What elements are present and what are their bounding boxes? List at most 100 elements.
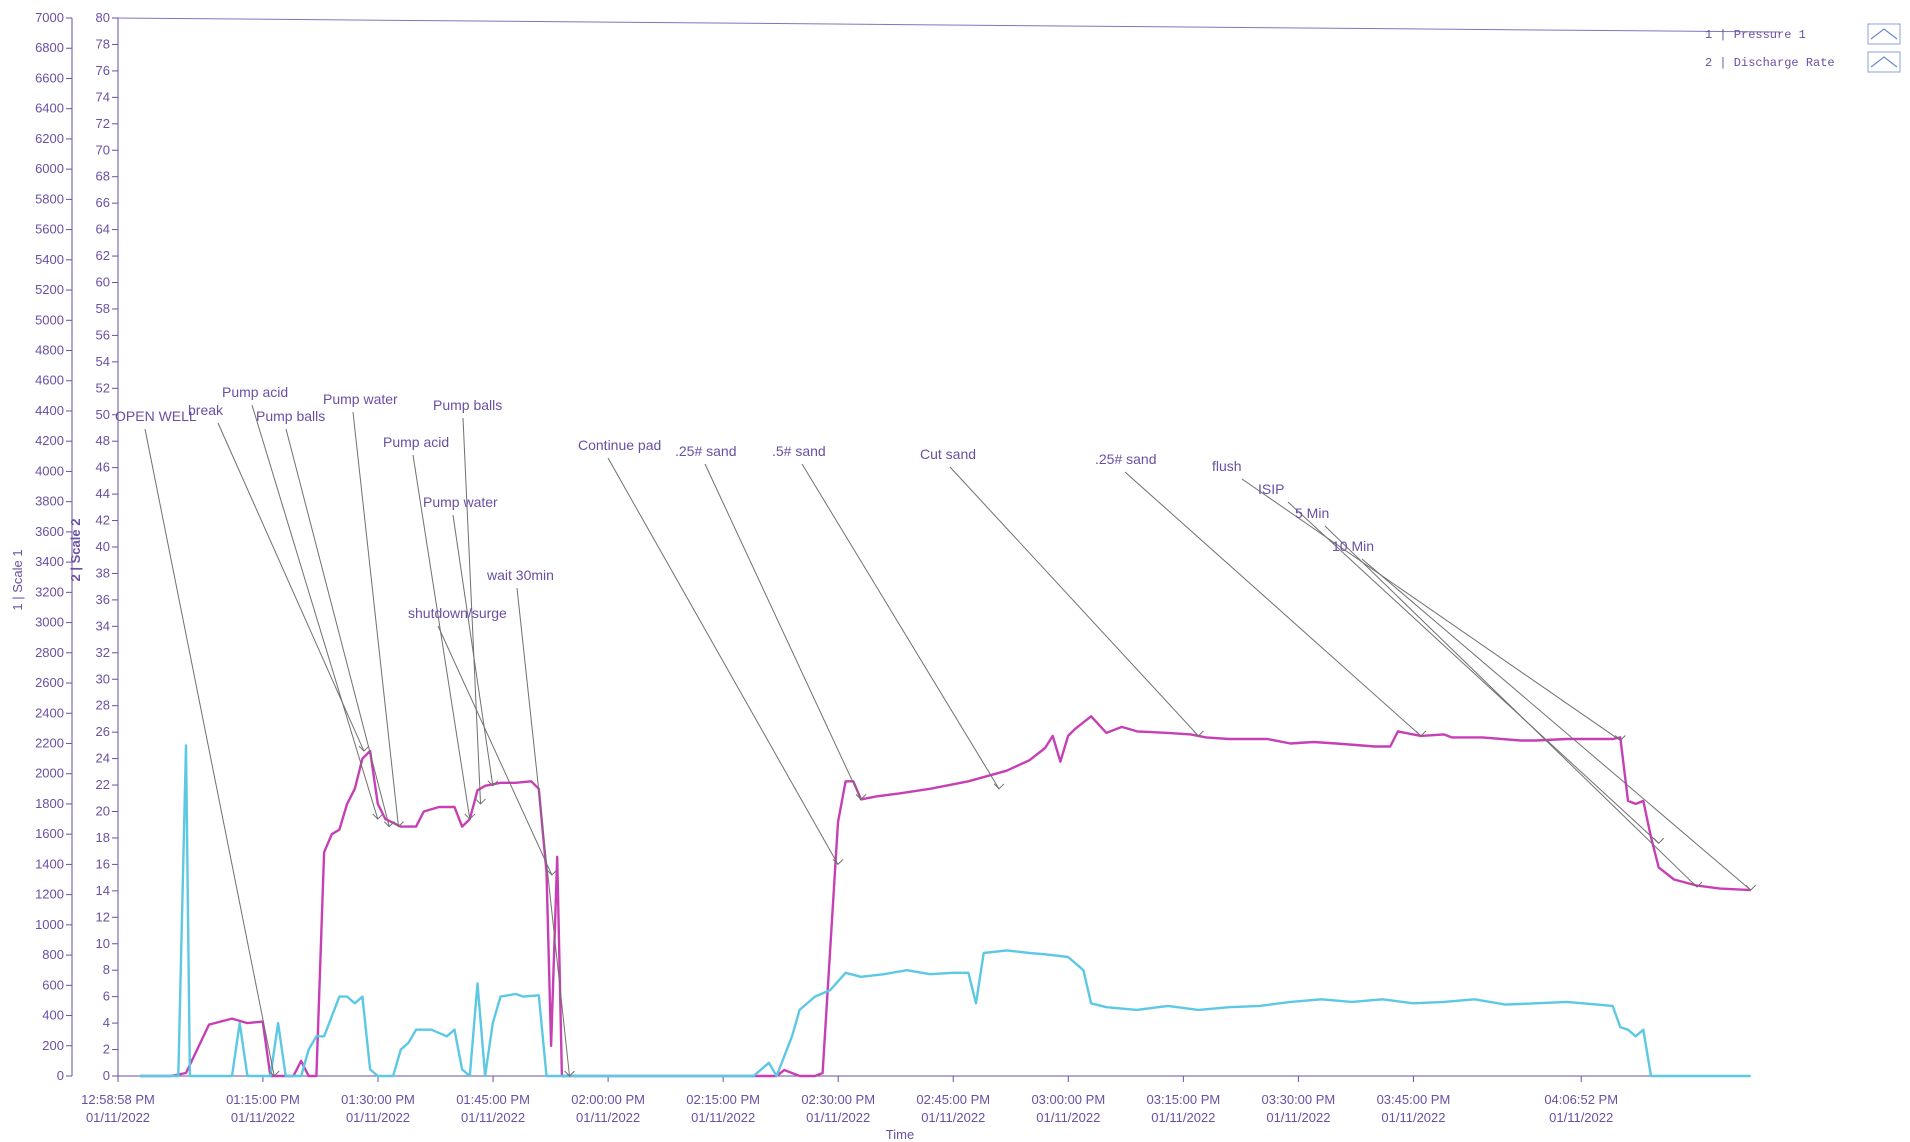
y2-tick-label: 4 — [103, 1015, 110, 1030]
y2-tick-label: 14 — [96, 883, 110, 898]
y1-tick-label: 5000 — [35, 312, 64, 327]
annotation-arrowhead — [993, 783, 1005, 790]
series-layer — [140, 715, 1751, 1078]
annotation-label: .25# sand — [1095, 451, 1157, 467]
annotation-label: Pump water — [323, 391, 398, 407]
y1-tick-label: 5400 — [35, 252, 64, 267]
annotation-label: Cut sand — [920, 446, 976, 462]
annotation-leader — [144, 428, 275, 1077]
y2-tick-label: 34 — [96, 618, 110, 633]
annotation-leader — [251, 404, 379, 820]
y1-tick-label: 1000 — [35, 917, 64, 932]
chevron-up-icon — [1870, 28, 1898, 40]
x-tick-date: 01/11/2022 — [86, 1110, 150, 1125]
pressure-series-line — [140, 715, 1751, 1078]
y2-tick-label: 54 — [96, 354, 110, 369]
annotation-label: Pump balls — [433, 397, 502, 413]
y1-tick-label: 600 — [42, 977, 64, 992]
y2-tick-label: 56 — [96, 327, 110, 342]
y1-tick-label: 3200 — [35, 584, 64, 599]
x-tick-time: 03:15:00 PM — [1146, 1092, 1220, 1107]
annotation-arrowhead — [383, 821, 395, 828]
y1-tick-label: 800 — [42, 947, 64, 962]
y2-axis-title: 2 | Scale 2 — [68, 519, 83, 582]
annotation-label: 10 Min — [1332, 538, 1374, 554]
annotation-arrowhead — [564, 1070, 575, 1077]
x-tick-date: 01/11/2022 — [576, 1110, 640, 1125]
legend-expand-icon — [1867, 23, 1901, 45]
y2-tick-label: 46 — [96, 460, 110, 475]
annotation-leader — [452, 514, 494, 786]
x-tick-time: 01:30:00 PM — [341, 1092, 415, 1107]
y1-tick-label: 200 — [42, 1038, 64, 1053]
y1-tick-label: 4600 — [35, 373, 64, 388]
legend-expand-icon — [1867, 51, 1901, 73]
annotation-arrowhead — [1745, 884, 1757, 891]
y2-tick-label: 66 — [96, 195, 110, 210]
annotation-leader — [516, 587, 571, 1077]
y1-tick-label: 3600 — [35, 524, 64, 539]
annotation-arrowhead — [832, 859, 844, 866]
annotation-leader — [285, 428, 390, 827]
y2-tick-label: 32 — [96, 645, 110, 660]
annotation-label: shutdown/surge — [408, 605, 507, 621]
y2-tick-label: 62 — [96, 248, 110, 263]
chevron-up-icon — [1870, 56, 1898, 68]
x-tick-time: 04:06:52 PM — [1544, 1092, 1618, 1107]
annotation-leader — [1287, 501, 1659, 844]
x-tick-date: 01/11/2022 — [461, 1110, 525, 1125]
y2-tick-label: 72 — [96, 116, 110, 131]
y2-tick-label: 30 — [96, 671, 110, 686]
x-tick-date: 01/11/2022 — [1266, 1110, 1330, 1125]
y1-tick-label: 6200 — [35, 131, 64, 146]
y2-tick-label: 42 — [96, 513, 110, 528]
x-tick-date: 01/11/2022 — [231, 1110, 295, 1125]
x-tick-time: 02:15:00 PM — [686, 1092, 760, 1107]
y2-tick-label: 64 — [96, 222, 110, 237]
annotation-arrowhead — [546, 869, 558, 876]
annotation-leader — [352, 411, 399, 827]
y1-tick-label: 1400 — [35, 856, 64, 871]
annotation-leader — [1124, 471, 1422, 737]
y1-tick-label: 2000 — [35, 766, 64, 781]
x-tick-date: 01/11/2022 — [691, 1110, 755, 1125]
x-tick-date: 01/11/2022 — [921, 1110, 985, 1125]
y1-tick-label: 3800 — [35, 494, 64, 509]
legend[interactable]: 1 | Pressure 1 2 | Discharge Rate — [1705, 23, 1901, 73]
annotation-arrowhead — [487, 780, 499, 787]
annotation-arrowhead — [1193, 730, 1204, 737]
x-axis: 12:58:58 PM 01/11/2022 01:15:00 PM 01/11/20… — [81, 1075, 1700, 1125]
y2-tick-label: 74 — [96, 89, 110, 104]
annotation-label: Continue pad — [578, 437, 661, 453]
y2-tick-label: 24 — [96, 751, 110, 766]
y2-tick-label: 8 — [103, 962, 110, 977]
y2-tick-label: 76 — [96, 63, 110, 78]
y2-tick-label: 60 — [96, 275, 110, 290]
y1-tick-label: 6000 — [35, 161, 64, 176]
y1-tick-label: 1800 — [35, 796, 64, 811]
y2-tick-label: 78 — [96, 36, 110, 51]
y1-tick-label: 3000 — [35, 615, 64, 630]
x-tick-date: 01/11/2022 — [346, 1110, 410, 1125]
x-tick-time: 01:15:00 PM — [226, 1092, 300, 1107]
annotation-label: Pump balls — [256, 408, 325, 424]
annotation-label: Pump water — [423, 494, 498, 510]
x-tick-time: 02:45:00 PM — [916, 1092, 990, 1107]
x-tick-time: 03:30:00 PM — [1262, 1092, 1336, 1107]
y1-tick-label: 4200 — [35, 433, 64, 448]
y1-tick-label: 3400 — [35, 554, 64, 569]
annotation-leader — [412, 454, 471, 820]
x-tick-time: 02:30:00 PM — [801, 1092, 875, 1107]
y1-tick-label: 4400 — [35, 403, 64, 418]
y2-tick-label: 12 — [96, 909, 110, 924]
annotation-arrowhead — [1653, 837, 1665, 844]
y1-tick-label: 2200 — [35, 735, 64, 750]
annotation-leader — [607, 457, 839, 865]
annotation-leader — [217, 422, 365, 752]
y2-tick-label: 48 — [96, 433, 110, 448]
annotation-arrowhead — [358, 745, 370, 752]
annotation-label: Pump acid — [383, 434, 449, 450]
x-tick-date: 01/11/2022 — [806, 1110, 870, 1125]
x-tick-time: 02:00:00 PM — [571, 1092, 645, 1107]
